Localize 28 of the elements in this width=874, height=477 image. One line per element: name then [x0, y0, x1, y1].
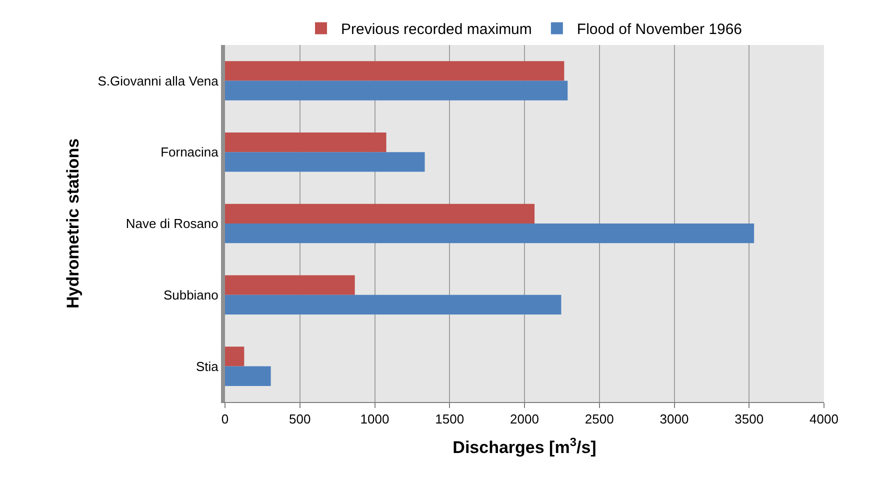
x-tick-label: 2500 [584, 412, 614, 427]
y-axis-title: Hydrometric stations [64, 138, 83, 309]
bar [225, 132, 386, 152]
x-tick-label: 3500 [734, 412, 764, 427]
x-tick-label: 1500 [435, 412, 464, 427]
bar [225, 346, 244, 366]
bar [225, 275, 355, 295]
bar [225, 152, 425, 172]
x-tick-label: 500 [289, 412, 311, 427]
y-tick-label: Fornacina [160, 144, 220, 160]
legend-label: Flood of November 1966 [576, 21, 742, 38]
y-tick-label: S.Giovanni alla Vena [98, 73, 220, 88]
bar [225, 294, 562, 315]
x-tick-label: 3000 [660, 412, 689, 427]
x-tick-label: 4000 [810, 412, 838, 427]
x-tick-label: 2000 [510, 412, 539, 427]
bar [225, 204, 535, 224]
x-tick-label: 1000 [360, 412, 390, 427]
x-axis-title: Discharges [m$^{3}$/s] [452, 434, 596, 457]
bar [225, 61, 564, 81]
y-tick-label: Subbiano [163, 287, 218, 302]
y-tick-label: Stia [196, 358, 220, 374]
bar [225, 224, 754, 244]
bar [225, 80, 568, 100]
y-tick-label: Nave di Rosano [126, 216, 218, 232]
legend-label: Previous recorded maximum [341, 21, 532, 38]
bar [225, 366, 271, 386]
x-tick-label: 0 [221, 412, 229, 427]
